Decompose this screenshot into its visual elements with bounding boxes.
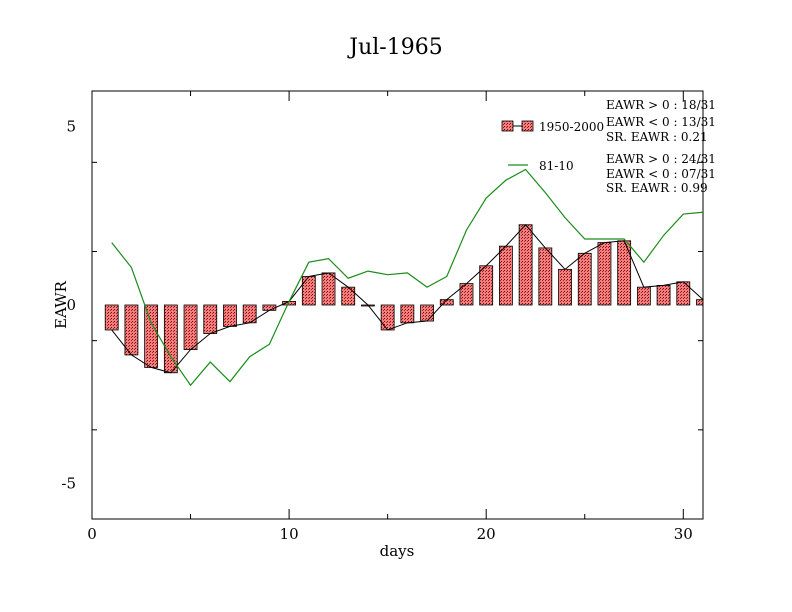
line-81-10	[111, 168, 704, 387]
x-tick-label: 30	[674, 525, 693, 543]
y-tick-label: 0	[66, 296, 76, 314]
bar	[262, 304, 277, 311]
y-axis-label: EAWR	[52, 280, 70, 329]
stat-1950-2000-positive: EAWR > 0 : 18/31	[606, 98, 716, 112]
x-tick-label: 10	[280, 525, 299, 543]
chart-title: Jul-1965	[347, 35, 442, 60]
stat-1950-2000-sr: SR. EAWR : 0.21	[606, 130, 708, 144]
axis-ticks: 0 10 20 30 -5 0 5	[61, 91, 703, 543]
bar	[341, 286, 356, 306]
bar	[558, 268, 572, 306]
legend-label-1950-2000: 1950-2000	[539, 120, 604, 134]
x-tick-label: 20	[477, 525, 496, 543]
bar	[144, 304, 159, 368]
bar	[183, 304, 198, 350]
bar	[597, 242, 612, 306]
y-tick-label: -5	[61, 474, 76, 492]
stats-annotations: EAWR > 0 : 18/31 EAWR < 0 : 13/31 SR. EA…	[606, 98, 716, 195]
bar	[636, 286, 651, 306]
bar	[499, 245, 513, 306]
bar	[104, 304, 119, 331]
stat-81-10-sr: SR. EAWR : 0.99	[606, 181, 708, 195]
bar	[420, 304, 434, 322]
legend-label-81-10: 81-10	[539, 159, 574, 173]
bar	[538, 247, 553, 306]
bar	[696, 299, 704, 306]
legend-bar-swatch-left	[501, 120, 514, 132]
legend-bar-swatch-right	[521, 120, 534, 132]
line-1950-2000	[111, 223, 704, 374]
legend: 1950-2000 81-10	[501, 120, 604, 173]
bar	[380, 304, 395, 331]
y-tick-label: 5	[66, 118, 76, 136]
bar	[124, 304, 139, 356]
bar	[203, 304, 218, 334]
x-axis-label: days	[380, 542, 415, 560]
stat-81-10-negative: EAWR < 0 : 07/31	[606, 167, 716, 181]
bar	[479, 265, 494, 306]
stat-1950-2000-negative: EAWR < 0 : 13/31	[606, 115, 716, 129]
bar	[518, 224, 533, 306]
bar	[321, 272, 336, 306]
series-lines	[111, 168, 704, 387]
stat-81-10-positive: EAWR > 0 : 24/31	[606, 152, 716, 166]
bar	[400, 304, 415, 324]
bar	[301, 276, 316, 306]
bar	[577, 252, 592, 306]
x-tick-label: 0	[87, 525, 97, 543]
bars-1950-2000	[104, 224, 704, 374]
bar	[656, 284, 671, 306]
bar	[223, 304, 237, 327]
